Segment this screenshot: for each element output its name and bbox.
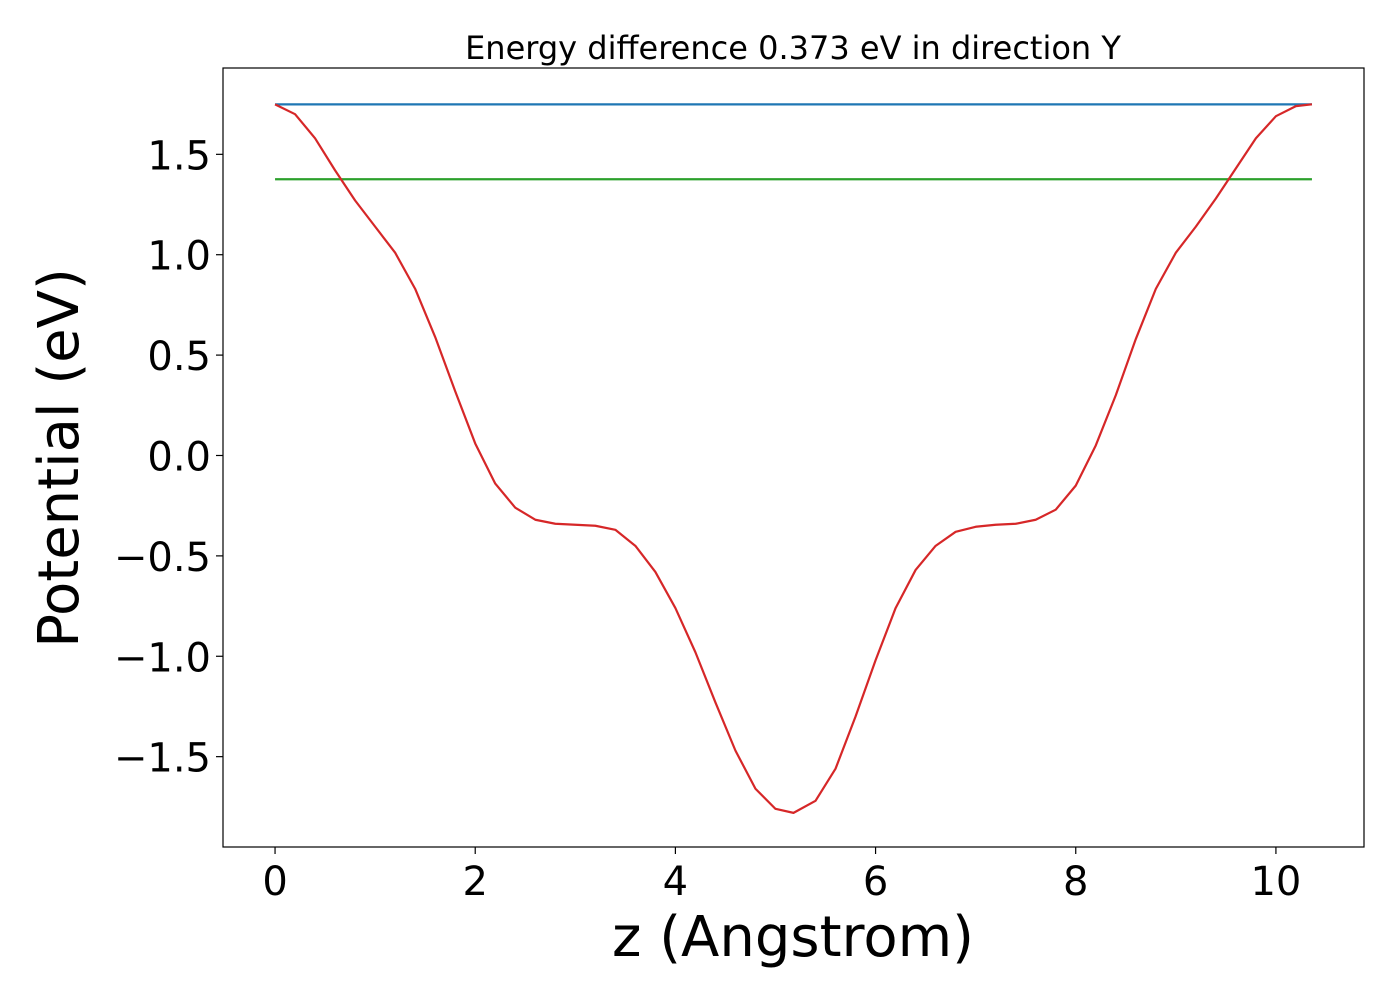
x-tick-label: 6 bbox=[863, 859, 888, 905]
chart-title: Energy difference 0.373 eV in direction … bbox=[465, 29, 1121, 67]
y-tick-label: 0.5 bbox=[147, 334, 211, 380]
y-axis-ticks: 1.5 1.0 0.5 0.0 −0.5 −1.0 −1.5 bbox=[114, 133, 223, 782]
x-tick-label: 0 bbox=[262, 859, 287, 905]
y-tick-label: −0.5 bbox=[114, 535, 211, 581]
y-tick-label: 1.0 bbox=[147, 234, 211, 280]
x-axis-label: z (Angstrom) bbox=[612, 905, 974, 970]
x-tick-label: 8 bbox=[1063, 859, 1088, 905]
x-tick-label: 4 bbox=[663, 859, 688, 905]
x-tick-label: 2 bbox=[462, 859, 487, 905]
x-tick-label: 10 bbox=[1250, 859, 1301, 905]
y-tick-label: 0.0 bbox=[147, 434, 211, 480]
series-line-2 bbox=[274, 103, 1313, 814]
plot-area bbox=[274, 103, 1313, 814]
axes-frame bbox=[222, 67, 1365, 848]
y-axis-label: Potential (eV) bbox=[27, 268, 92, 648]
y-tick-label: −1.5 bbox=[114, 736, 211, 782]
y-tick-label: 1.5 bbox=[147, 133, 211, 179]
y-tick-label: −1.0 bbox=[114, 635, 211, 681]
x-axis-ticks: 0 2 4 6 8 10 bbox=[262, 847, 1301, 905]
